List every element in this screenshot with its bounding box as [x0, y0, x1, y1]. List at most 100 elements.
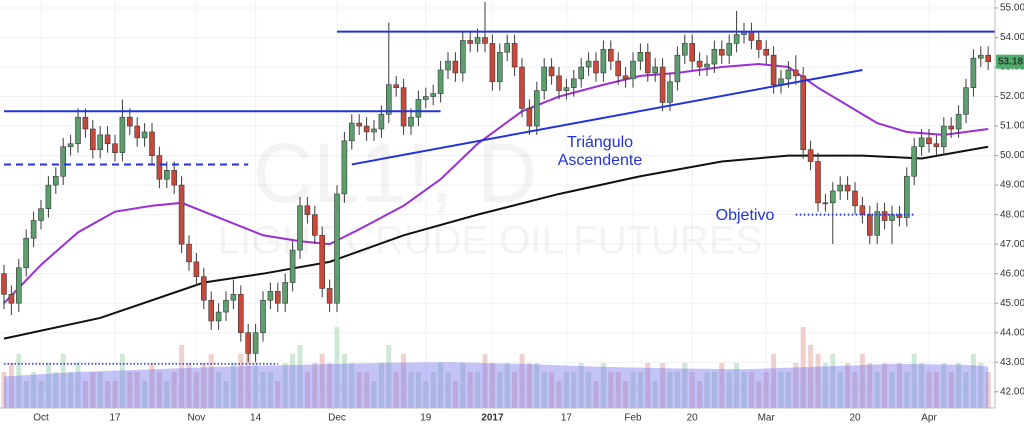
candle-body [215, 311, 222, 322]
volume-bar [652, 381, 658, 408]
candle-body [289, 249, 296, 283]
volume-bar [785, 372, 791, 408]
watermark-name: LIGHT CRUDE OIL FUTURES [218, 219, 763, 263]
volume-bar [393, 372, 399, 408]
x-tick-label: Feb [624, 413, 642, 424]
candle-body [348, 122, 355, 142]
candle-body [852, 190, 858, 207]
last-price-label: 53.18 [998, 56, 1023, 67]
volume-bar [334, 327, 340, 408]
candle-body [866, 214, 873, 236]
candle-body [874, 211, 881, 236]
watermark-symbol: CL1!, D [253, 126, 538, 220]
annotation-triangle: Triángulo [567, 134, 633, 151]
candle-body [311, 214, 318, 236]
volume-bar [808, 345, 814, 408]
candle-body [134, 125, 140, 139]
candle-body [667, 81, 673, 103]
candle-body [52, 175, 59, 186]
candle-body [319, 234, 326, 289]
candle-body [563, 87, 570, 91]
volume-bar [556, 381, 562, 408]
y-tick-label: 52.00 [1000, 91, 1024, 102]
candle-body [763, 49, 770, 56]
volume-bar [704, 372, 710, 408]
volume-bar [112, 381, 118, 408]
candle-body [326, 288, 333, 304]
candle-body [238, 294, 244, 334]
candle-body [674, 54, 681, 83]
candle-body [556, 75, 562, 91]
volume-bar [623, 381, 629, 408]
moving-average [3, 145, 989, 340]
volume-bar [889, 372, 895, 408]
volume-bar [504, 363, 510, 408]
candle-body [733, 34, 740, 44]
candle-body [903, 175, 910, 218]
volume-bar [660, 363, 666, 408]
y-tick-label: 51.00 [1000, 121, 1024, 132]
candle-body [681, 43, 688, 56]
candle-body [385, 84, 392, 115]
candle-body [260, 299, 266, 334]
volume-bar [985, 372, 991, 408]
volume-bar [519, 354, 525, 408]
candle-body [696, 60, 703, 68]
candle-body [533, 90, 540, 127]
candle-body [548, 66, 555, 77]
volume-bar [534, 363, 540, 408]
volume-bar [134, 372, 140, 408]
candle-body [541, 66, 548, 91]
candle-body [164, 170, 170, 180]
volume-bar [349, 363, 355, 408]
candle-body [112, 143, 118, 153]
volume-bar [290, 354, 296, 408]
moving-averages [3, 63, 989, 340]
candle-body [726, 43, 733, 56]
candle-body [127, 116, 133, 127]
candle-body [926, 137, 932, 145]
volume-bar [223, 381, 229, 408]
volume-bar [253, 363, 259, 408]
volume-layer [1, 327, 991, 408]
x-tick-label: Nov [188, 413, 206, 424]
volume-bar [230, 363, 236, 408]
volume-bar [800, 327, 806, 408]
candle-body [393, 84, 400, 88]
volume-bar [571, 372, 577, 408]
volume-bar [763, 372, 769, 408]
volume-bar [430, 372, 436, 408]
volume-bar [60, 354, 66, 408]
candle-body [526, 108, 533, 127]
volume-bar [312, 363, 318, 408]
volume-bar [674, 372, 680, 408]
candle-body [201, 276, 207, 301]
volume-bar [734, 363, 740, 408]
volume-bar [142, 381, 148, 408]
candle-body [615, 60, 622, 77]
volume-bar [578, 363, 584, 408]
volume-bar [415, 372, 421, 408]
volume-bar [593, 381, 599, 408]
volume-bar [401, 354, 407, 408]
y-tick-label: 54.00 [1000, 32, 1024, 43]
volume-bar [845, 363, 851, 408]
candle-body [274, 291, 281, 304]
candle-body [437, 69, 444, 94]
volume-bar [208, 354, 214, 408]
candle-body [622, 75, 629, 80]
volume-bar [38, 381, 44, 408]
volume-bar [186, 363, 192, 408]
candle-body [630, 60, 636, 80]
annotations [4, 30, 995, 216]
candle-body [45, 184, 52, 210]
volume-bar [926, 372, 932, 408]
volume-bar [304, 372, 310, 408]
volume-bar [149, 363, 155, 408]
candle-body [119, 116, 126, 153]
candle-body [940, 125, 947, 148]
y-tick-label: 49.00 [1000, 180, 1024, 191]
candle-body [807, 149, 814, 162]
candle-body [704, 63, 710, 68]
